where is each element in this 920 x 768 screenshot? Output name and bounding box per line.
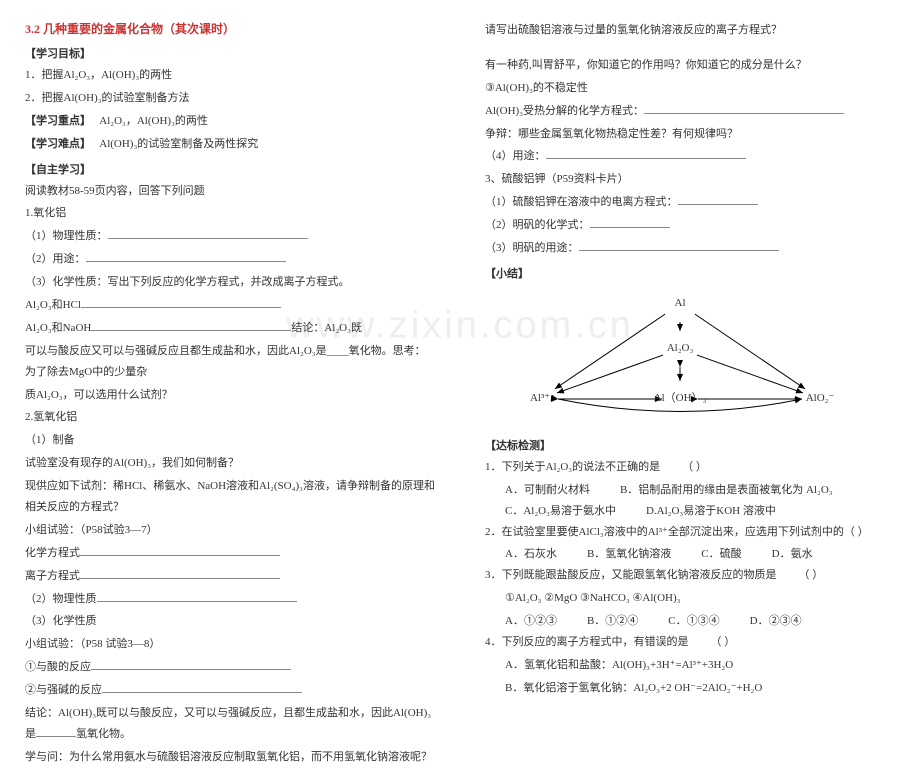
- heading-focus: 【学习重点】: [25, 115, 91, 127]
- heading-test: 【达标检测】: [485, 437, 895, 453]
- diff-text: Al(OH)₃的试验室制备及两性探究: [99, 138, 258, 150]
- r7-3: （3）明矾的用途：: [485, 238, 895, 259]
- p2-conc: 结论：Al(OH)₃既可以与酸反应，又可以与强碱反应，且都生成盐和水，因此Al(…: [25, 703, 435, 745]
- p1-c: 可以与酸反应又可以与强碱反应且都生成盐和水，因此Al₂O₃是____氧化物。思考…: [25, 341, 435, 383]
- q2b: B．氢氧化钠溶液: [587, 544, 671, 565]
- focus-row: 【学习重点】 Al₂O₃，Al(OH)₃的两性: [25, 111, 435, 132]
- focus-text: Al₂O₃，Al(OH)₃的两性: [99, 115, 208, 127]
- r1: 请写出硫酸铝溶液与过量的氢氧化钠溶液反应的离子方程式？: [485, 20, 895, 41]
- q2d: D．氨水: [772, 544, 813, 565]
- q3d: D．②③④: [750, 611, 802, 632]
- p2-prep-h: （1）制备: [25, 430, 435, 451]
- svg-text:AlO₂⁻: AlO₂⁻: [806, 392, 835, 404]
- p2-title: 2.氢氧化铝: [25, 407, 435, 428]
- p1-d: 质Al₂O₃，可以选用什么试剂？: [25, 385, 435, 406]
- p1-b: Al₂O₃和NaOH结论：Al₂O₃既: [25, 318, 435, 339]
- right-column: 请写出硫酸铝溶液与过量的氢氧化钠溶液反应的离子方程式？ 有一种药,叫胃舒平，你知…: [460, 0, 920, 651]
- q4b: B．氧化铝溶于氢氧化钠：Al₂O₃+2 OH⁻=2AlO₂⁻+H₂O: [505, 678, 895, 699]
- q2c: C．硫酸: [701, 544, 741, 565]
- p2-exp2: 小组试验：（P58 试验3—8）: [25, 634, 435, 655]
- p2-prep: 试验室没有现存的Al(OH)₃，我们如何制备？: [25, 453, 435, 474]
- q1c: C．Al₂O₃易溶于氨水中: [505, 501, 616, 522]
- r2: 有一种药,叫胃舒平，你知道它的作用吗？你知道它的成分是什么？: [485, 55, 895, 76]
- p2-acid: ①与酸的反应: [25, 657, 435, 678]
- p1-phys: （1）物理性质：: [25, 226, 435, 247]
- document-title: 3.2 几种重要的金属化合物（其次课时）: [25, 20, 435, 37]
- q1: 1．下列关于Al₂O₃的说法不正确的是 （ ）: [485, 457, 895, 478]
- p1-title: 1.氧化铝: [25, 203, 435, 224]
- heading-self: 【自主学习】: [25, 161, 435, 177]
- q3: 3．下列既能跟盐酸反应，又能跟氢氧化钠溶液反应的物质是 （ ）: [485, 565, 895, 586]
- p2-exp: 小组试验：（P58试验3—7）: [25, 520, 435, 541]
- goal-1: 1．把握Al₂O₃，Al(OH)₃的两性: [25, 65, 435, 86]
- read-text: 阅读教材58-59页内容，回答下列问题: [25, 181, 435, 202]
- p2-phys: （2）物理性质: [25, 589, 435, 610]
- q3-items: ①Al₂O₃ ②MgO ③NaHCO₃ ④Al(OH)₃: [505, 588, 895, 609]
- heading-summary: 【小结】: [485, 265, 895, 281]
- q2-opts: A．石灰水 B．氢氧化钠溶液 C．硫酸 D．氨水: [505, 544, 895, 565]
- r4: Al(OH)₃受热分解的化学方程式：: [485, 101, 895, 122]
- q1-opts-row2: C．Al₂O₃易溶于氨水中 D.Al₂O₃易溶于KOH 溶液中: [505, 501, 895, 522]
- goal-2: 2．把握Al(OH)₃的试验室制备方法: [25, 88, 435, 109]
- q1b: B．铝制品耐用的缘由是表面被氧化为 Al₂O₃: [620, 480, 833, 501]
- q2a: A．石灰水: [505, 544, 557, 565]
- q1-opts-row1: A．可制耐火材料 B．铝制品耐用的缘由是表面被氧化为 Al₂O₃: [505, 480, 895, 501]
- r5: 争辩：哪些金属氢氧化物热稳定性差？有何规律吗？: [485, 124, 895, 145]
- q4: 4．下列反应的离子方程式中，有错误的是 （ ）: [485, 632, 895, 653]
- q3a: A．①②③: [505, 611, 557, 632]
- p1-a: Al₂O₃和HCl: [25, 295, 435, 316]
- r7-2: （2）明矾的化学式：: [485, 215, 895, 236]
- diff-row: 【学习难点】 Al(OH)₃的试验室制备及两性探究: [25, 134, 435, 155]
- p2-ion: 离子方程式: [25, 566, 435, 587]
- p2-chem: 化学方程式: [25, 543, 435, 564]
- p2-chem2: （3）化学性质: [25, 611, 435, 632]
- heading-goal: 【学习目标】: [25, 45, 435, 61]
- q3-opts: A．①②③ B．①②④ C．①③④ D．②③④: [505, 611, 895, 632]
- p1-use: （2）用途：: [25, 249, 435, 270]
- q1a: A．可制耐火材料: [505, 480, 590, 501]
- left-column: 3.2 几种重要的金属化合物（其次课时） 【学习目标】 1．把握Al₂O₃，Al…: [0, 0, 460, 651]
- r3: ③Al(OH)₃的不稳定性: [485, 78, 895, 99]
- q2: 2．在试验室里要使AlCl₃溶液中的Al³⁺全部沉淀出来，应选用下列试剂中的（ …: [485, 522, 895, 543]
- svg-text:Al₂O₃: Al₂O₃: [667, 342, 694, 354]
- p2-base: ②与强碱的反应: [25, 680, 435, 701]
- heading-diff: 【学习难点】: [25, 138, 91, 150]
- q3b: B．①②④: [587, 611, 638, 632]
- r7-1: （1）硫酸铝钾在溶液中的电离方程式：: [485, 192, 895, 213]
- q3c: C．①③④: [668, 611, 719, 632]
- p2-given: 现供应如下试剂：稀HCl、稀氨水、NaOH溶液和Al₂(SO₄)₃溶液，请争辩制…: [25, 476, 435, 518]
- p2-study: 学与问：为什么常用氨水与硫酸铝溶液反应制取氢氧化铝，而不用氢氧化钠溶液呢？: [25, 747, 435, 768]
- svg-text:Al³⁺: Al³⁺: [530, 392, 550, 404]
- q4a: A．氢氧化铝和盐酸：Al(OH)₃+3H⁺=Al³⁺+3H₂O: [505, 655, 895, 676]
- r6: （4）用途：: [485, 146, 895, 167]
- svg-text:Al（OH）₃: Al（OH）₃: [654, 391, 707, 404]
- r7-title: 3、硫酸铝钾（P59资料卡片）: [485, 169, 895, 190]
- p1-chem: （3）化学性质：写出下列反应的化学方程式，并改成离子方程式。: [25, 272, 435, 293]
- svg-text:Al: Al: [675, 297, 686, 309]
- q1d: D.Al₂O₃易溶于KOH 溶液中: [646, 501, 776, 522]
- al-diagram: Al Al₂O₃ Al³⁺ Al（OH）₃ AlO₂⁻: [500, 286, 880, 431]
